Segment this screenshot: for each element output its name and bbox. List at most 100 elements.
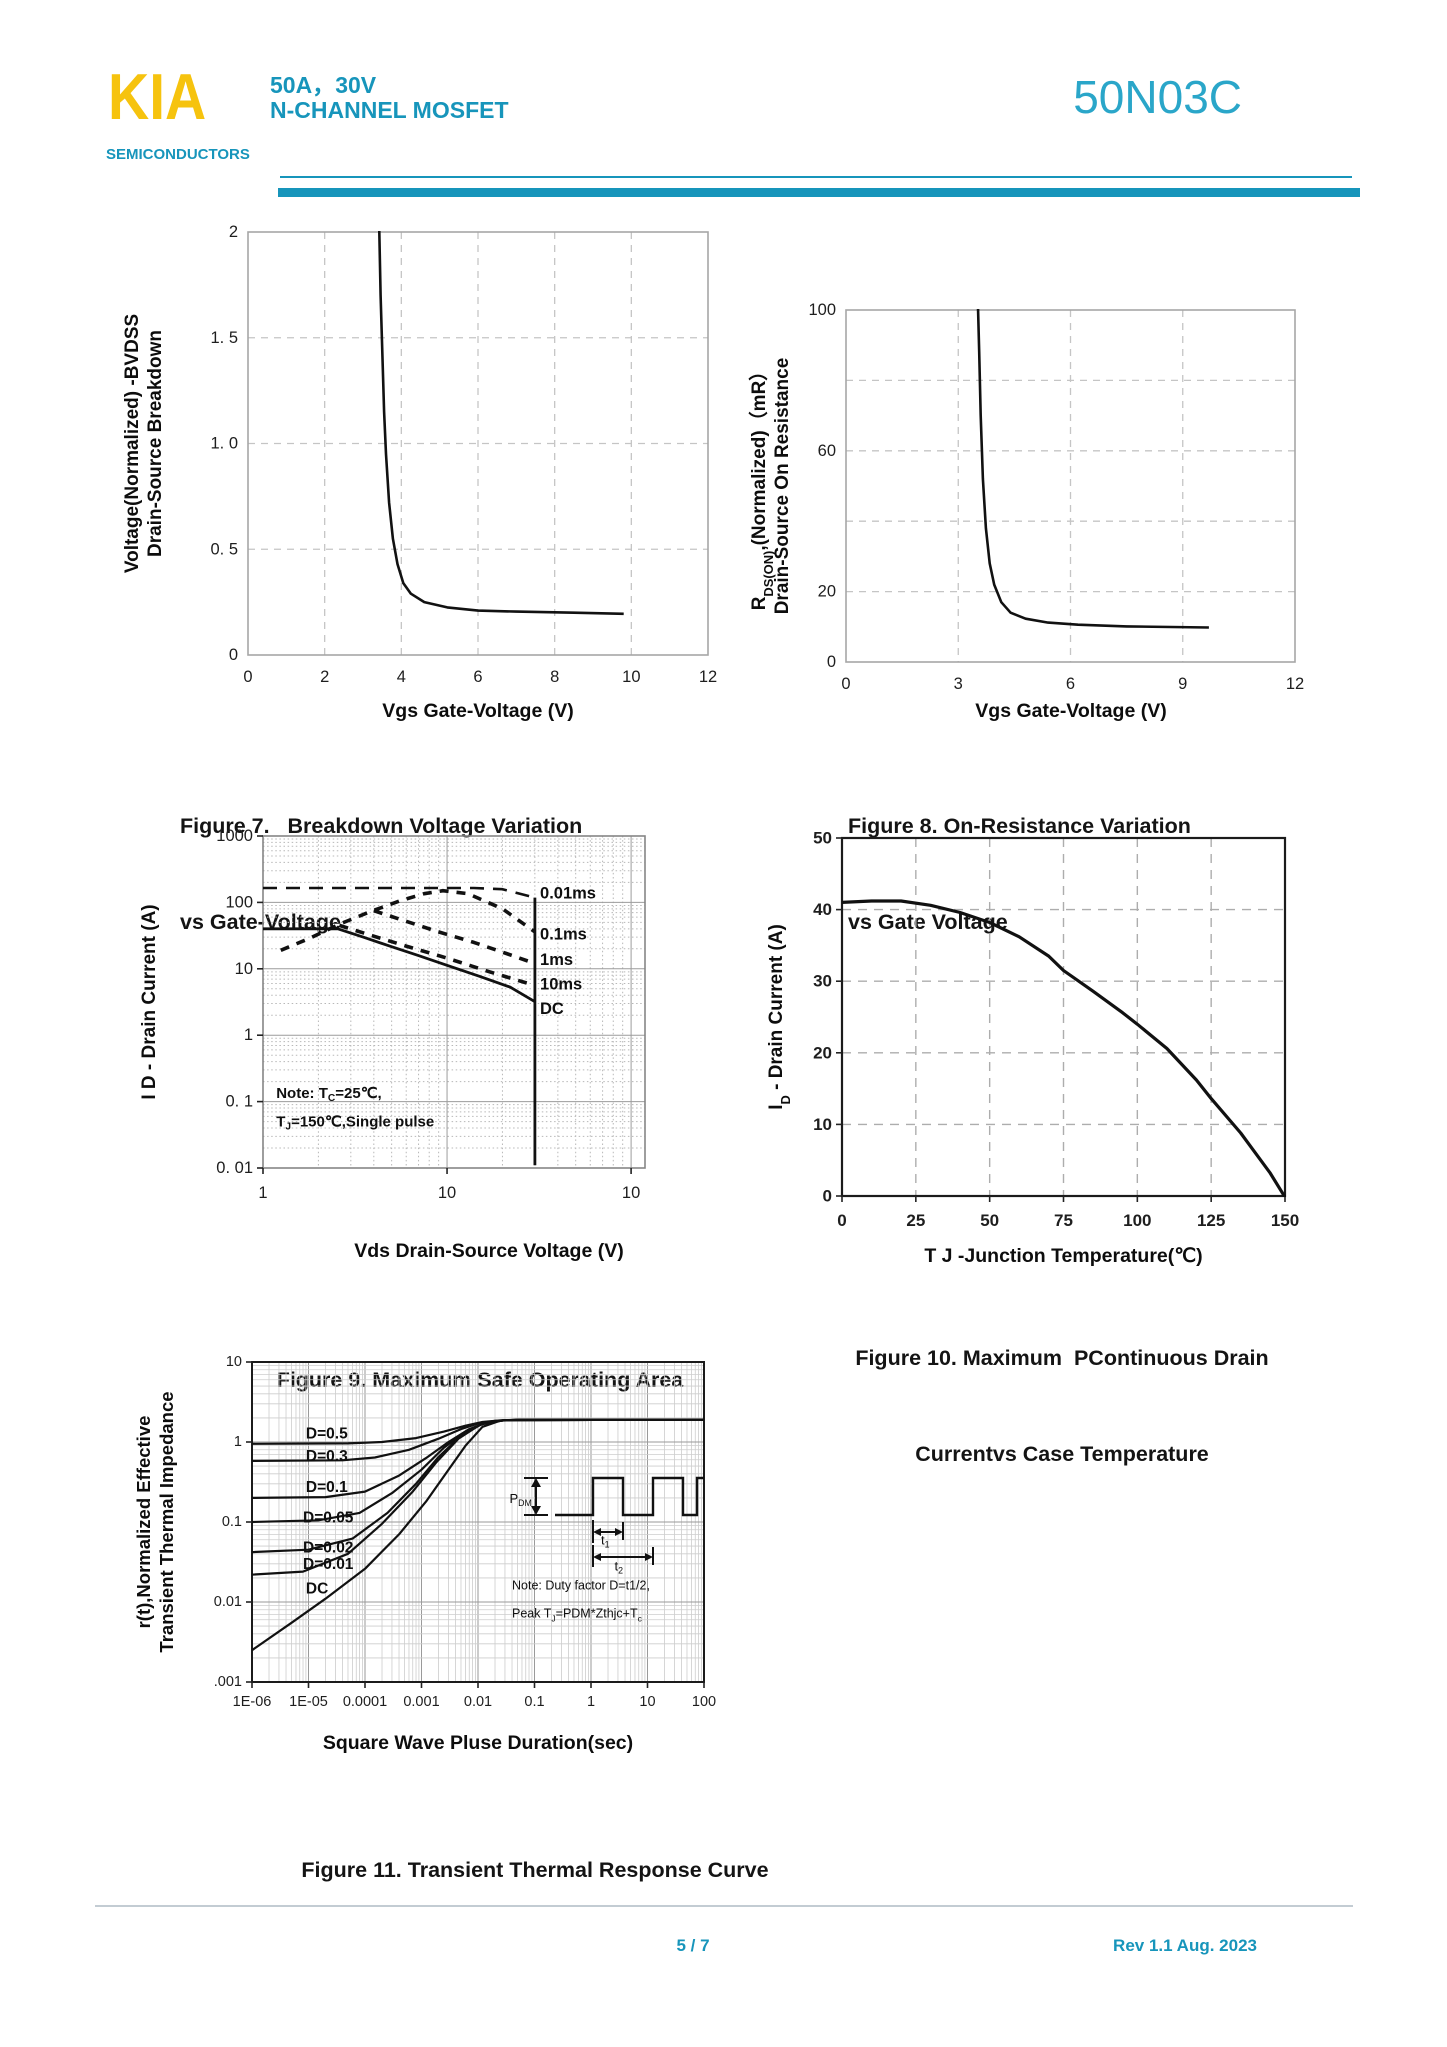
- svg-text:12: 12: [699, 668, 717, 686]
- series-DC: [263, 927, 536, 1003]
- svg-text:0: 0: [827, 653, 836, 671]
- caption-line: Figure 11. Transient Thermal Response Cu…: [301, 1858, 769, 1882]
- svg-text:0: 0: [841, 675, 850, 693]
- svg-text:1: 1: [234, 1434, 242, 1450]
- svg-text:D=0.1: D=0.1: [306, 1479, 348, 1496]
- svg-text:0.1: 0.1: [524, 1694, 544, 1710]
- svg-text:0.01: 0.01: [214, 1594, 242, 1610]
- svg-text:0.001: 0.001: [403, 1694, 439, 1710]
- svg-text:0.1ms: 0.1ms: [540, 925, 587, 943]
- svg-text:125: 125: [1197, 1211, 1225, 1230]
- series-1ms: [373, 908, 536, 966]
- svg-text:1ms: 1ms: [540, 951, 573, 969]
- svg-text:D=0.5: D=0.5: [306, 1426, 348, 1443]
- svg-text:25: 25: [906, 1211, 925, 1230]
- svg-text:0: 0: [229, 646, 238, 664]
- figure-10-caption: Figure 10. Maximum PContinuous Drain Cur…: [762, 1278, 1362, 1534]
- caption-line: vs Gate Voltage: [848, 910, 1008, 934]
- series-0.1ms: [280, 888, 536, 952]
- header-rule-thick: [278, 188, 1360, 197]
- svg-text:10: 10: [622, 1184, 640, 1202]
- caption-line: Figure 7. Breakdown Voltage Variation: [180, 814, 583, 838]
- svg-text:.001: .001: [214, 1674, 242, 1690]
- svg-text:10: 10: [813, 1115, 832, 1134]
- svg-text:1E-05: 1E-05: [289, 1694, 328, 1710]
- svg-text:75: 75: [1054, 1211, 1073, 1230]
- svg-text:10: 10: [639, 1694, 655, 1710]
- svg-text:1. 5: 1. 5: [210, 329, 238, 347]
- svg-text:Voltage(Normalized) -BVDSS: Voltage(Normalized) -BVDSS: [122, 314, 143, 573]
- series-rdson-vs-vgs: [976, 309, 1209, 629]
- svg-text:ID - Drain Current (A): ID - Drain Current (A): [766, 924, 793, 1110]
- svg-text:TJ=150℃,Single pulse: TJ=150℃,Single pulse: [276, 1113, 434, 1133]
- header-rule-thin: [280, 176, 1352, 178]
- svg-text:Peak TJ=PDM*Zthjc+Tc: Peak TJ=PDM*Zthjc+Tc: [512, 1606, 643, 1623]
- svg-text:1. 0: 1. 0: [210, 435, 238, 453]
- svg-text:50: 50: [813, 829, 832, 848]
- figure-9-x-axis-title: Vds Drain-Source Voltage (V): [354, 1240, 624, 1262]
- svg-text:50: 50: [980, 1211, 999, 1230]
- caption-line: Figure 8. On-Resistance Variation: [848, 814, 1191, 838]
- svg-text:100: 100: [692, 1694, 716, 1710]
- svg-text:Drain-Source Breakdown: Drain-Source Breakdown: [145, 330, 166, 557]
- svg-text:1: 1: [244, 1026, 253, 1044]
- svg-text:100: 100: [808, 301, 836, 319]
- figure-11-x-axis-title: Square Wave Pluse Duration(sec): [322, 1732, 634, 1754]
- svg-text:0: 0: [823, 1187, 832, 1206]
- part-number: 50N03C: [1073, 71, 1242, 123]
- svg-text:150: 150: [1271, 1211, 1299, 1230]
- svg-text:I D - Drain Current (A): I D - Drain Current (A): [139, 904, 160, 1099]
- svg-text:PDM: PDM: [510, 1490, 532, 1508]
- series-DC: [251, 1418, 704, 1652]
- svg-text:t2: t2: [614, 1558, 623, 1576]
- figure-11-chart: 1E-06 1E-05 0.0001 0.001 0.01 0.1 1 10 100 10 1 0.1…: [133, 1354, 716, 1710]
- figure-10-chart: 0 25 50 75 100 125 150 0 10 20 30 40 50 ID - Drain Cu…: [766, 829, 1299, 1231]
- device-type: N-CHANNEL MOSFET: [270, 97, 509, 123]
- svg-text:0: 0: [243, 668, 252, 686]
- figure-8-x-axis-title: Vgs Gate-Voltage (V): [975, 700, 1167, 722]
- svg-text:D=0.02: D=0.02: [303, 1540, 353, 1557]
- svg-text:DC: DC: [540, 1000, 564, 1018]
- svg-text:0.01ms: 0.01ms: [540, 885, 596, 903]
- device-rating: 50A，30V: [270, 72, 377, 98]
- series-10ms: [338, 923, 536, 988]
- logo-subtitle: SEMICONDUCTORS: [106, 146, 250, 163]
- figure-9-chart: 1 10 10 1000 100 10 1 0. 1 0. 01 0.01ms 0.1ms 1ms 10…: [139, 827, 646, 1202]
- svg-text:6: 6: [1066, 675, 1075, 693]
- figure-7-x-axis-title: Vgs Gate-Voltage (V): [382, 700, 574, 722]
- figure-8-caption: Figure 8. On-Resistance Variation vs Gat…: [848, 746, 1191, 1002]
- svg-text:RDS(ON),(Normalized)（mR）: RDS(ON),(Normalized)（mR）: [747, 362, 776, 611]
- svg-text:2: 2: [229, 223, 238, 241]
- svg-text:Note: TC=25℃,: Note: TC=25℃,: [276, 1084, 382, 1104]
- svg-text:1: 1: [258, 1184, 267, 1202]
- svg-text:10: 10: [438, 1184, 456, 1202]
- kia-logo: KIA: [108, 61, 207, 134]
- svg-text:D=0.3: D=0.3: [306, 1448, 348, 1465]
- svg-text:DC: DC: [306, 1581, 328, 1598]
- svg-text:10: 10: [226, 1354, 242, 1370]
- svg-text:10: 10: [235, 960, 253, 978]
- svg-text:9: 9: [1178, 675, 1187, 693]
- svg-text:Drain-Source On Resistance: Drain-Source On Resistance: [772, 358, 793, 615]
- svg-text:0.01: 0.01: [464, 1694, 492, 1710]
- svg-text:1: 1: [587, 1694, 595, 1710]
- svg-text:8: 8: [550, 668, 559, 686]
- caption-line: Figure 10. Maximum PContinuous Drain: [855, 1346, 1269, 1370]
- svg-text:6: 6: [473, 668, 482, 686]
- svg-text:r(t),Normalized Effective: r(t),Normalized Effective: [133, 1416, 154, 1629]
- svg-text:D=0.01: D=0.01: [303, 1556, 354, 1573]
- page-indicator: 5 / 7: [676, 1936, 710, 1955]
- svg-text:Note: Duty factor D=t1/2,: Note: Duty factor D=t1/2,: [512, 1579, 650, 1593]
- svg-text:0.0001: 0.0001: [343, 1694, 387, 1710]
- figure-7-caption: Figure 7. Breakdown Voltage Variation vs…: [180, 746, 582, 1002]
- figure-7-chart: 0 2 4 6 8 10 12 0 0. 5 1. 0 1. 5 2 Voltage(Normalize…: [122, 223, 717, 686]
- svg-text:20: 20: [818, 583, 836, 601]
- series-bvdss-vs-vgs: [377, 231, 624, 616]
- svg-text:1000: 1000: [216, 827, 253, 845]
- svg-text:1E-06: 1E-06: [233, 1694, 272, 1710]
- series-0.01ms: [263, 886, 536, 899]
- svg-text:3: 3: [954, 675, 963, 693]
- svg-text:D=0.05: D=0.05: [303, 1509, 354, 1526]
- svg-text:0: 0: [837, 1211, 846, 1230]
- series-id-vs-tj: [841, 899, 1286, 1197]
